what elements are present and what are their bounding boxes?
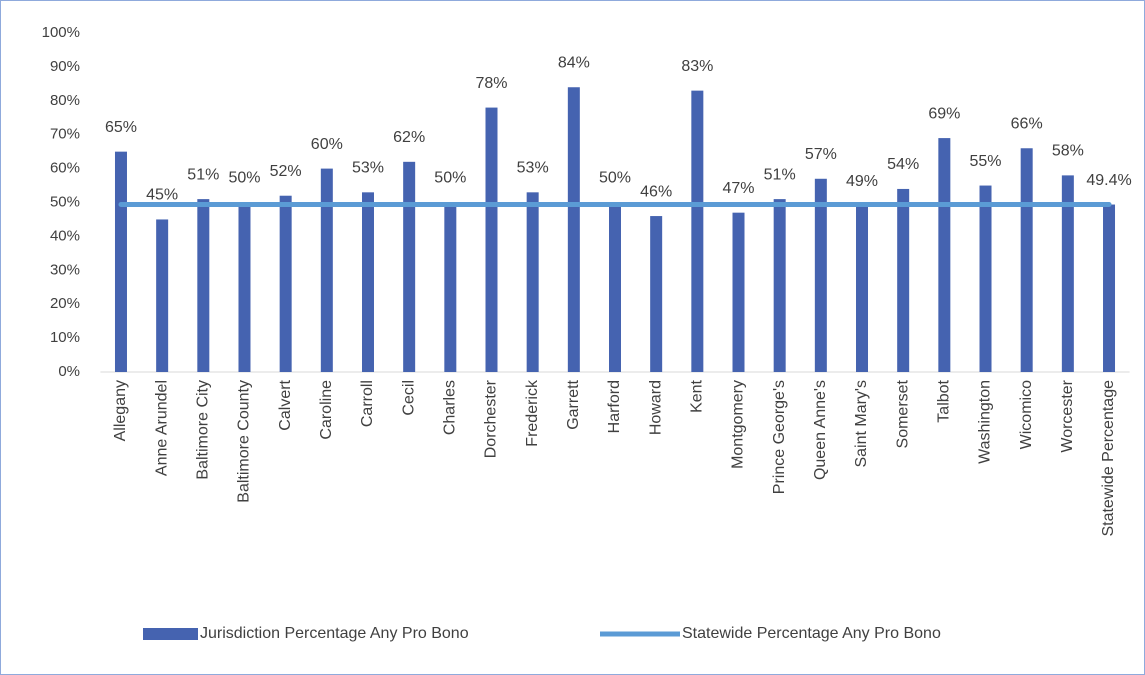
y-tick-label: 100% <box>42 24 80 41</box>
legend-swatch <box>143 628 198 640</box>
bar <box>1103 204 1116 372</box>
y-tick-label: 30% <box>50 261 80 278</box>
x-tick-label: Carroll <box>359 380 376 427</box>
data-label: 52% <box>270 163 302 180</box>
x-tick-label: Charles <box>442 380 459 435</box>
legend-label: Jurisdiction Percentage Any Pro Bono <box>200 625 469 642</box>
y-tick-label: 0% <box>58 363 80 380</box>
bar <box>856 205 869 372</box>
data-label: 65% <box>105 119 137 136</box>
data-label: 47% <box>722 180 754 197</box>
bar <box>814 178 827 372</box>
y-tick-label: 60% <box>50 160 80 177</box>
y-tick-label: 70% <box>50 126 80 143</box>
x-tick-label: Worcester <box>1059 379 1076 452</box>
bar <box>403 161 416 372</box>
data-label: 66% <box>1011 115 1043 132</box>
x-tick-label: Saint Mary's <box>853 380 870 468</box>
bar <box>732 212 745 372</box>
data-label: 54% <box>887 156 919 173</box>
y-tick-label: 20% <box>50 295 80 312</box>
x-tick-label: Dorchester <box>483 379 500 458</box>
bar <box>361 192 374 372</box>
x-tick-label: Kent <box>689 379 706 412</box>
x-tick-label: Allegany <box>112 380 129 441</box>
y-tick-label: 80% <box>50 92 80 109</box>
bar <box>650 216 663 372</box>
x-tick-label: Harford <box>606 380 623 433</box>
data-label: 83% <box>681 58 713 75</box>
bar <box>238 202 251 372</box>
data-label: 55% <box>969 153 1001 170</box>
data-label: 51% <box>187 166 219 183</box>
bar <box>1020 148 1033 372</box>
x-tick-label: Calvert <box>277 379 294 430</box>
data-label: 58% <box>1052 143 1084 160</box>
bar <box>1061 175 1074 372</box>
bar <box>156 219 169 372</box>
x-tick-label: Prince George's <box>771 380 788 494</box>
bar <box>320 168 333 372</box>
bar <box>567 87 580 373</box>
x-tick-label: Statewide Percentage <box>1100 380 1117 537</box>
data-label: 53% <box>517 160 549 177</box>
x-tick-label: Howard <box>647 380 664 435</box>
bar <box>773 199 786 372</box>
data-label: 50% <box>599 170 631 187</box>
y-tick-label: 10% <box>50 329 80 346</box>
x-tick-label: Washington <box>977 380 994 464</box>
bar <box>691 90 704 372</box>
x-tick-label: Queen Anne's <box>812 380 829 480</box>
data-label: 53% <box>352 160 384 177</box>
bar <box>485 107 498 372</box>
x-tick-label: Baltimore City <box>195 380 212 480</box>
data-label: 49.4% <box>1086 172 1131 189</box>
bar <box>114 151 127 372</box>
bar <box>279 195 292 372</box>
bar <box>609 202 621 372</box>
bar <box>938 138 951 372</box>
data-label: 50% <box>434 170 466 187</box>
x-tick-label: Cecil <box>400 380 417 416</box>
data-label: 60% <box>311 136 343 153</box>
x-tick-label: Caroline <box>318 380 335 440</box>
bar <box>526 192 539 372</box>
x-tick-label: Talbot <box>936 379 953 422</box>
x-tick-label: Wicomico <box>1018 380 1035 449</box>
data-label: 62% <box>393 129 425 146</box>
data-label: 45% <box>146 187 178 204</box>
y-tick-label: 40% <box>50 227 80 244</box>
data-label: 50% <box>228 170 260 187</box>
x-tick-label: Frederick <box>524 379 541 447</box>
data-label: 51% <box>764 166 796 183</box>
data-label: 49% <box>846 173 878 190</box>
bar <box>197 199 210 372</box>
bar <box>444 202 457 372</box>
data-label: 84% <box>558 54 590 71</box>
data-label: 57% <box>805 146 837 163</box>
x-tick-label: Garrett <box>565 379 582 429</box>
x-tick-label: Anne Arundel <box>153 380 170 476</box>
data-label: 78% <box>475 75 507 92</box>
x-tick-label: Baltimore County <box>236 380 253 503</box>
data-label: 46% <box>640 183 672 200</box>
y-tick-label: 50% <box>50 193 80 210</box>
bar <box>979 185 992 372</box>
y-tick-label: 90% <box>50 58 80 75</box>
data-label: 69% <box>928 105 960 122</box>
x-tick-label: Somerset <box>894 379 911 448</box>
x-tick-label: Montgomery <box>730 380 747 469</box>
bar <box>897 188 910 372</box>
legend-label: Statewide Percentage Any Pro Bono <box>682 625 941 642</box>
